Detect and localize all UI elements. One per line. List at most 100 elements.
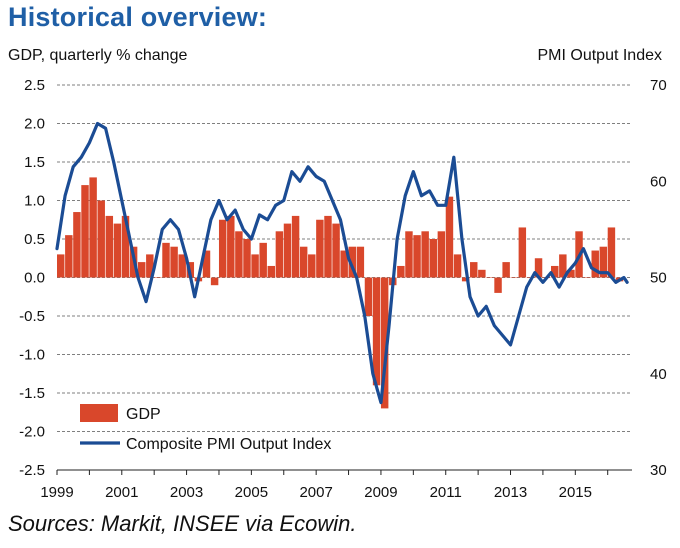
gdp-bar (599, 246, 608, 278)
gdp-bar (332, 223, 340, 278)
gdp-bar (534, 258, 543, 278)
left-axis-label: GDP, quarterly % change (8, 47, 188, 64)
gdp-bar (299, 246, 308, 278)
gdp-bar (461, 277, 470, 282)
left-tick-label: 1.5 (24, 154, 45, 171)
gdp-bar (470, 262, 478, 278)
gdp-bar (170, 246, 178, 278)
gdp-bar (364, 277, 373, 316)
left-tick-label: 2.5 (24, 77, 45, 94)
x-tick-label: 2005 (235, 484, 268, 501)
gdp-bar (437, 231, 446, 278)
pmi-line (55, 121, 629, 405)
gdp-bar (291, 215, 300, 278)
right-tick-label: 70 (650, 77, 667, 94)
gdp-bar (316, 219, 324, 278)
gdp-bar (97, 200, 105, 278)
right-tick-label: 40 (650, 366, 667, 383)
gdp-bar (259, 242, 267, 278)
gdp-bar (380, 277, 389, 409)
gdp-bar (356, 246, 365, 278)
gdp-bar (121, 215, 130, 278)
chart-svg: 2.5 2.0 1.5 1.0 0.5 0.0 -0.5 -1.0 -1.5 -2.0 -2.5 70… (19, 77, 667, 501)
right-axis-label: PMI Output Index (537, 47, 662, 64)
gdp-bar (137, 262, 146, 278)
gdp-bar (105, 215, 114, 278)
gdp-bar (89, 177, 97, 278)
gdp-bar (324, 215, 332, 278)
gdp-bar (178, 254, 186, 278)
gdp-bar (81, 185, 89, 278)
left-tick-label: 1.0 (24, 193, 45, 210)
gdp-bar (73, 212, 81, 278)
gdp-bar (202, 250, 211, 278)
gdp-bar (486, 277, 494, 278)
x-tick-label: 2015 (559, 484, 592, 501)
gdp-bar (413, 235, 421, 278)
gdp-bar (340, 250, 348, 278)
legend: GDP Composite PMI Output Index (80, 404, 331, 453)
legend-label-pmi: Composite PMI Output Index (126, 436, 331, 453)
gdp-bar (210, 277, 219, 286)
gdp-bar (283, 223, 292, 278)
left-tick-label: -0.5 (19, 308, 45, 325)
source-note: Sources: Markit, INSEE via Ecowin. (8, 511, 357, 536)
x-tick-label: 2013 (494, 484, 527, 501)
gdp-bar (154, 277, 162, 278)
x-tick-label: 2011 (430, 484, 462, 501)
gdp-bar (591, 250, 599, 278)
gdp-bar (445, 196, 454, 278)
gdp-bar (308, 254, 316, 278)
gdp-bar (146, 254, 154, 278)
left-tick-label: 0.5 (24, 231, 45, 248)
axes (56, 469, 632, 475)
left-tick-label: 2.0 (24, 116, 45, 133)
gdp-bar (405, 231, 413, 278)
gdp-bar (518, 227, 527, 278)
gdp-bars (57, 177, 624, 409)
gdp-bar (57, 254, 65, 278)
gdp-bar (397, 265, 405, 278)
gdp-bar (218, 219, 227, 278)
gdp-bar (348, 246, 356, 278)
gdp-bar (267, 265, 276, 278)
right-tick-label: 50 (650, 270, 667, 287)
x-tick-label: 2009 (364, 484, 397, 501)
right-tick-label: 30 (650, 462, 667, 479)
left-tick-label: -1.5 (19, 385, 45, 402)
gdp-bar (510, 277, 518, 278)
gdp-bar (251, 254, 259, 278)
gdp-bar (551, 265, 559, 278)
left-tick-label: 0.0 (24, 270, 45, 287)
gdp-bar (372, 277, 381, 386)
gdp-bar (162, 242, 170, 278)
x-tick-label: 2003 (170, 484, 203, 501)
tick-labels: 2.5 2.0 1.5 1.0 0.5 0.0 -0.5 -1.0 -1.5 -2.0 -2.5 70… (19, 77, 667, 501)
left-tick-label: -2.5 (19, 462, 45, 479)
x-tick-label: 1999 (40, 484, 73, 501)
x-tick-label: 2007 (299, 484, 332, 501)
legend-label-gdp: GDP (126, 406, 161, 423)
x-tick-label: 2001 (105, 484, 138, 501)
gdp-bar (494, 277, 502, 293)
left-tick-label: -1.0 (19, 347, 45, 364)
pmi-line-group (55, 121, 629, 405)
left-tick-label: -2.0 (19, 424, 45, 441)
gdp-bar (113, 223, 122, 278)
gdp-bar (243, 239, 251, 278)
gdp-bar (583, 277, 591, 278)
gdp-bar (65, 235, 73, 278)
gdp-bar (502, 262, 510, 278)
gdp-bar (227, 215, 235, 278)
gdp-bar (559, 254, 567, 278)
gdp-bar (478, 269, 486, 278)
gdp-bar (429, 239, 437, 278)
gdp-bar (275, 231, 284, 278)
chart-title: Historical overview: (8, 2, 268, 32)
gdp-bar (453, 254, 462, 278)
right-tick-label: 60 (650, 173, 667, 190)
gdp-bar (607, 227, 616, 278)
gdp-bar (235, 231, 243, 278)
legend-swatch-gdp (80, 404, 118, 422)
gdp-bar (421, 231, 429, 278)
